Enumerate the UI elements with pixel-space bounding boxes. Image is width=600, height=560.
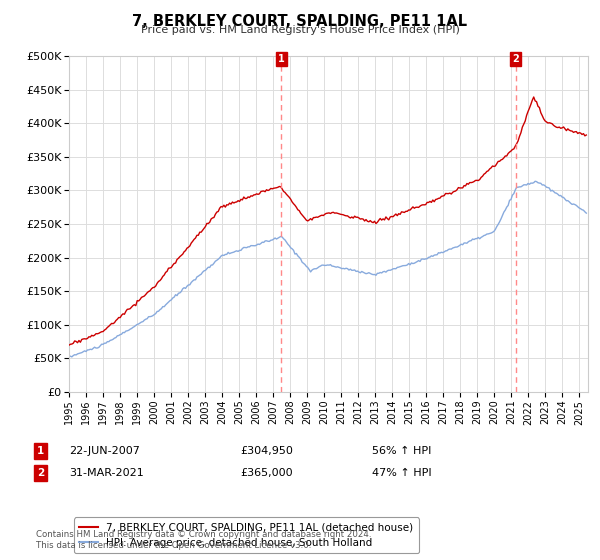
Text: 56% ↑ HPI: 56% ↑ HPI (372, 446, 431, 456)
Text: Price paid vs. HM Land Registry's House Price Index (HPI): Price paid vs. HM Land Registry's House … (140, 25, 460, 35)
Text: 1: 1 (278, 54, 284, 64)
Text: £365,000: £365,000 (240, 468, 293, 478)
Text: 31-MAR-2021: 31-MAR-2021 (69, 468, 144, 478)
Text: 47% ↑ HPI: 47% ↑ HPI (372, 468, 431, 478)
Text: Contains HM Land Registry data © Crown copyright and database right 2024.: Contains HM Land Registry data © Crown c… (36, 530, 371, 539)
Text: 7, BERKLEY COURT, SPALDING, PE11 1AL: 7, BERKLEY COURT, SPALDING, PE11 1AL (133, 14, 467, 29)
Legend: 7, BERKLEY COURT, SPALDING, PE11 1AL (detached house), HPI: Average price, detac: 7, BERKLEY COURT, SPALDING, PE11 1AL (de… (74, 517, 419, 553)
Text: 22-JUN-2007: 22-JUN-2007 (69, 446, 140, 456)
Text: This data is licensed under the Open Government Licence v3.0.: This data is licensed under the Open Gov… (36, 541, 311, 550)
Text: 2: 2 (37, 468, 44, 478)
Text: £304,950: £304,950 (240, 446, 293, 456)
Text: 1: 1 (37, 446, 44, 456)
Text: 2: 2 (512, 54, 519, 64)
